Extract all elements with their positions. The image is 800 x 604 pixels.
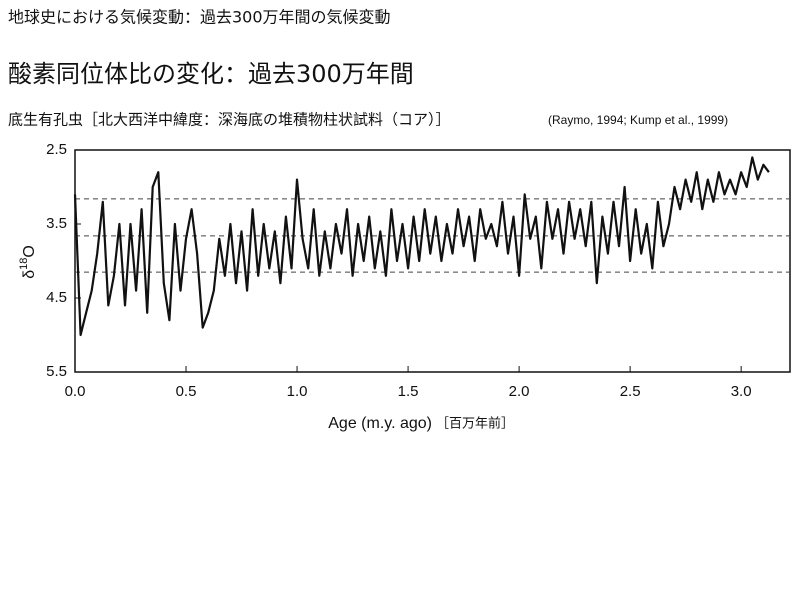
x-axis-note: ［百万年前］ [436, 416, 514, 432]
chart-heading: 酸素同位体比の変化：過去300万年間 [8, 60, 414, 88]
y-label-part: δ [21, 270, 38, 279]
page-title: 地球史における気候変動：過去300万年間の気候変動 [8, 8, 391, 27]
y-axis-label: δ18O [18, 245, 38, 279]
chart-subtitle: 底生有孔虫［北大西洋中緯度：深海底の堆積物柱状試料（コア）］ [8, 111, 451, 129]
x-tick-label: 0.5 [176, 383, 197, 400]
y-tick-label: 2.5 [46, 141, 67, 158]
x-axis-label: Age (m.y. ago) [328, 415, 432, 432]
y-tick-label: 5.5 [46, 363, 67, 380]
x-tick-label: 3.0 [731, 383, 752, 400]
x-tick-label: 2.5 [620, 383, 641, 400]
y-label-sup: 18 [18, 258, 30, 270]
x-tick-label: 2.0 [509, 383, 530, 400]
x-tick-label: 1.5 [398, 383, 419, 400]
plot-frame [74, 149, 791, 373]
citation: (Raymo, 1994; Kump et al., 1999) [548, 113, 728, 127]
y-tick-label: 3.5 [46, 215, 67, 232]
data-line [73, 156, 770, 337]
y-label-part: O [21, 245, 38, 257]
x-tick-label: 1.0 [287, 383, 308, 400]
y-tick-label: 4.5 [46, 289, 67, 306]
x-tick-label: 0.0 [65, 383, 86, 400]
